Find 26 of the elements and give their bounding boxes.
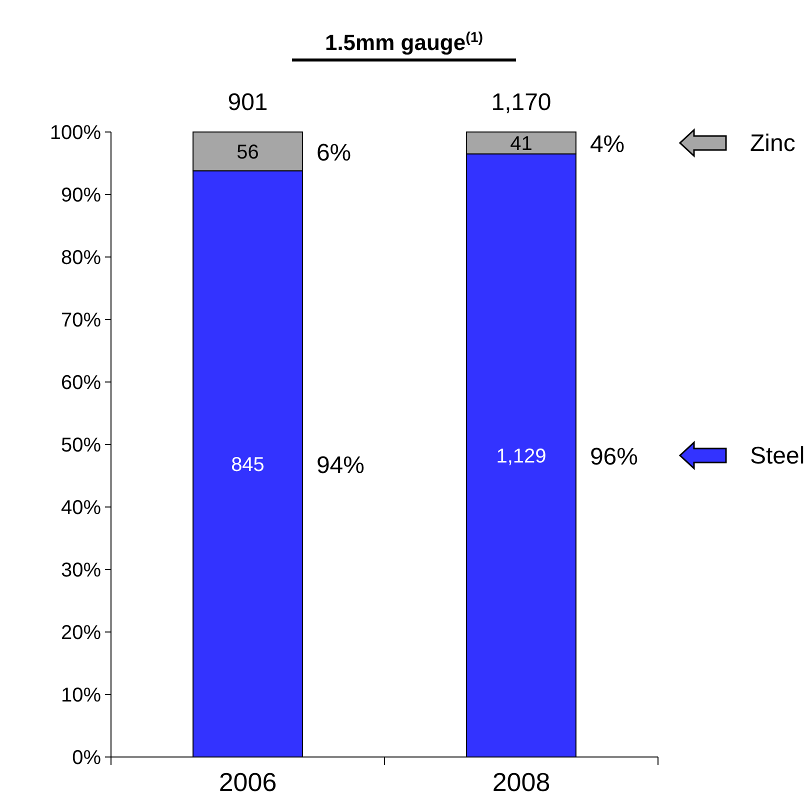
y-tick-label: 40% [60,497,102,519]
y-tick-label: 20% [60,622,102,644]
chart-title: 1.5mm gauge$^{(1)}$ [324,30,484,55]
y-tick-label: 50% [60,434,102,456]
y-tick-label: 100% [50,122,102,144]
text: 1,170 [491,89,552,116]
annotation: 56 [236,141,259,164]
y-tick-label: 70% [60,310,102,332]
annotation: 1,129 [496,445,546,468]
annotation: 845 [231,454,264,476]
annotation: 96% [590,443,638,470]
y-tick-label: 10% [60,684,102,706]
y-tick-label: 80% [60,247,102,269]
y-tick-label: 90% [60,184,102,206]
y-tick-label: 30% [60,560,102,582]
text: 901 [228,89,268,116]
annotation: 41 [510,132,532,155]
y-tick-label: 60% [60,372,102,394]
legend-label: Zinc [750,130,796,157]
x-tick-label: 2008 [492,767,550,797]
annotation: 4% [590,130,625,158]
annotation: 94% [316,452,364,479]
y-tick-label: 0% [72,747,102,769]
x-tick-label: 2006 [218,767,277,797]
legend-label: Steel [750,442,805,470]
annotation: 6% [316,139,352,166]
